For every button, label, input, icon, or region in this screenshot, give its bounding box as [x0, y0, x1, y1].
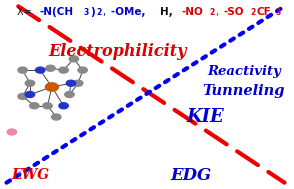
- Circle shape: [69, 56, 78, 62]
- Text: CF: CF: [257, 7, 272, 17]
- Text: -NO: -NO: [181, 7, 203, 17]
- Circle shape: [18, 93, 27, 99]
- Circle shape: [7, 129, 16, 135]
- Text: 3: 3: [276, 8, 281, 17]
- Circle shape: [25, 91, 35, 98]
- Circle shape: [43, 103, 52, 109]
- Text: X=: X=: [17, 7, 35, 17]
- Text: -OMe,: -OMe,: [111, 7, 149, 17]
- Circle shape: [74, 80, 83, 86]
- Circle shape: [46, 65, 55, 71]
- Text: ,: ,: [103, 7, 109, 17]
- Text: 2: 2: [250, 8, 255, 17]
- Text: -N(CH: -N(CH: [40, 7, 74, 17]
- Circle shape: [52, 114, 61, 120]
- Text: ,: ,: [216, 7, 222, 17]
- Text: Reactivity: Reactivity: [208, 65, 282, 78]
- Circle shape: [30, 103, 39, 109]
- Text: KIE: KIE: [187, 108, 224, 126]
- Text: ): ): [90, 7, 95, 17]
- Circle shape: [65, 91, 74, 98]
- Circle shape: [78, 67, 87, 73]
- Circle shape: [25, 80, 35, 86]
- Text: EWG: EWG: [11, 168, 49, 182]
- Circle shape: [59, 67, 68, 73]
- Circle shape: [18, 67, 27, 73]
- Text: Electrophilicity: Electrophilicity: [49, 43, 187, 60]
- Circle shape: [36, 67, 45, 73]
- Text: Tunneling: Tunneling: [202, 84, 285, 98]
- Circle shape: [46, 83, 58, 91]
- Text: H,: H,: [160, 7, 176, 17]
- Text: -SO: -SO: [224, 7, 244, 17]
- Circle shape: [59, 103, 68, 109]
- Text: EDG: EDG: [170, 167, 211, 184]
- Text: 3: 3: [83, 8, 89, 17]
- Circle shape: [66, 80, 76, 86]
- Text: 2: 2: [209, 8, 214, 17]
- Text: 2: 2: [96, 8, 102, 17]
